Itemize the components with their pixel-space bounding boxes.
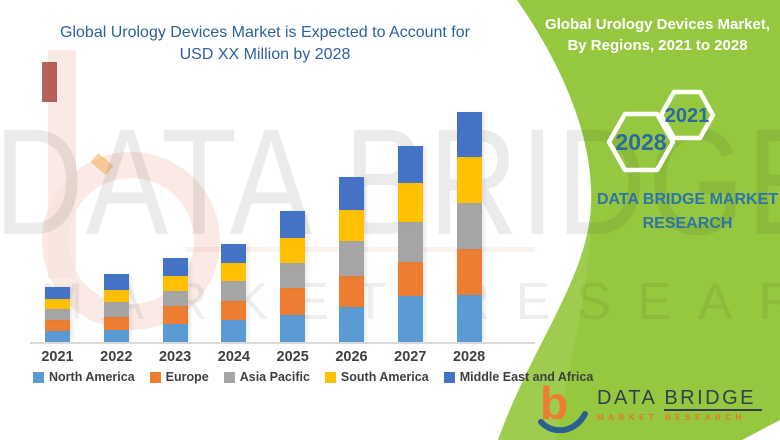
chart-title: Global Urology Devices Market is Expecte… <box>30 22 500 66</box>
x-tick-label-2022: 2022 <box>100 349 133 365</box>
footer-logo-subtitle: MARKET RESEARCH <box>597 413 746 422</box>
bar-segment-2028-north-america <box>456 294 482 342</box>
bar-segment-2028-south-america <box>456 157 482 203</box>
bar-segment-2022-north-america <box>103 330 129 342</box>
bar-segment-2027-north-america <box>397 295 423 342</box>
x-tick-label-2026: 2026 <box>335 349 368 365</box>
legend-item-asia-pacific: Asia Pacific <box>223 370 310 384</box>
brand-wordmark: DATA BRIDGE MARKET RESEARCH <box>575 188 780 236</box>
bar-segment-2027-middle-east-and-africa <box>397 146 423 183</box>
bar-segment-2021-south-america <box>45 298 70 309</box>
x-tick-label-2024: 2024 <box>217 349 251 365</box>
bar-segment-2025-middle-east-and-africa <box>280 210 306 238</box>
watermark-text-brand: DATA BRIDGE <box>0 98 780 267</box>
bar-segment-2024-middle-east-and-africa <box>221 243 247 263</box>
x-tick-label-2025: 2025 <box>276 349 309 365</box>
bar-segment-2022-asia-pacific <box>103 302 129 317</box>
panel-title-line1: Global Urology Devices Market, <box>544 16 771 33</box>
legend-label: Middle East and Africa <box>459 370 594 384</box>
x-tick-label-2021: 2021 <box>41 349 74 365</box>
bar-segment-2026-europe <box>339 275 364 307</box>
hexagon-2021: 2021 <box>658 89 716 141</box>
legend-swatch <box>443 371 455 383</box>
bar-segment-2021-asia-pacific <box>45 308 70 320</box>
legend-label: South America <box>340 370 429 384</box>
panel-title-line2: By Regions, 2021 to 2028 <box>567 37 748 54</box>
legend-item-south-america: South America <box>324 370 429 384</box>
bar-segment-2022-south-america <box>103 289 129 302</box>
bar-segment-2027-south-america <box>397 182 423 222</box>
bar-segment-2025-asia-pacific <box>280 262 306 288</box>
bar-segment-2023-south-america <box>162 276 188 291</box>
bar-segment-2028-middle-east-and-africa <box>456 111 482 157</box>
bar-segment-2026-south-america <box>339 210 364 241</box>
x-tick-label-2028: 2028 <box>452 349 486 365</box>
bar-segment-2022-europe <box>103 316 129 330</box>
legend-swatch <box>223 371 235 383</box>
legend-item-north-america: North America <box>33 370 135 384</box>
bar-segment-2024-europe <box>221 301 247 320</box>
x-tick-label-2027: 2027 <box>394 349 427 365</box>
bar-segment-2023-europe <box>162 306 188 324</box>
bar-segment-2028-asia-pacific <box>456 203 482 249</box>
brand-wordmark-line1: DATA BRIDGE MARKET <box>596 191 779 208</box>
bar-segment-2027-asia-pacific <box>397 222 423 262</box>
legend-swatch <box>149 371 161 383</box>
footer-logo: b DATA BRIDGE MARKET RESEARCH <box>538 381 763 433</box>
legend-item-europe: Europe <box>149 370 209 384</box>
footer-logo-words: DATA BRIDGE MARKET RESEARCH <box>597 381 763 422</box>
bar-segment-2021-europe <box>45 320 70 331</box>
hexagon-2021-label: 2021 <box>665 105 710 127</box>
chart-legend: North America Europe Asia Pacific South Ame… <box>33 370 593 384</box>
bar-segment-2023-asia-pacific <box>162 291 188 306</box>
bar-segment-2026-asia-pacific <box>339 241 364 276</box>
brand-wordmark-line2: RESEARCH <box>642 215 733 232</box>
legend-item-middle-east-and-africa: Middle East and Africa <box>443 370 594 384</box>
bar-segment-2024-south-america <box>221 262 247 281</box>
chart-title-line1: Global Urology Devices Market is Expecte… <box>60 24 470 41</box>
legend-swatch <box>33 371 44 383</box>
legend-swatch <box>324 371 336 383</box>
footer-logo-name-bridge: BRIDGE <box>664 387 763 411</box>
bar-segment-2025-europe <box>280 288 306 315</box>
data-bridge-b-swoosh-icon: b <box>538 381 588 433</box>
legend-label: Europe <box>165 370 209 384</box>
bar-segment-2026-north-america <box>339 307 364 342</box>
bar-segment-2021-north-america <box>45 331 70 342</box>
bar-segment-2024-asia-pacific <box>221 281 247 301</box>
bar-segment-2023-north-america <box>162 323 188 342</box>
bar-segment-2025-south-america <box>280 237 306 263</box>
hexagon-2028-label: 2028 <box>615 129 666 155</box>
bar-segment-2023-middle-east-and-africa <box>162 257 188 276</box>
watermark-red-mark <box>42 62 57 102</box>
bar-segment-2025-north-america <box>280 314 306 342</box>
bar-segment-2026-middle-east-and-africa <box>339 177 364 210</box>
hexagon-2028: 2028 <box>606 111 676 173</box>
panel-title: Global Urology Devices Market, By Region… <box>535 14 780 56</box>
bar-segment-2021-middle-east-and-africa <box>45 286 70 299</box>
bar-segment-2027-europe <box>397 262 423 296</box>
footer-logo-name-data: DATA <box>597 387 657 409</box>
x-tick-label-2023: 2023 <box>158 349 192 365</box>
svg-text:b: b <box>540 381 568 429</box>
legend-label: North America <box>49 370 135 384</box>
bar-segment-2028-europe <box>456 248 482 295</box>
legend-label: Asia Pacific <box>239 370 310 384</box>
x-axis-line <box>30 342 535 344</box>
bar-segment-2024-north-america <box>221 320 247 342</box>
bar-segment-2022-middle-east-and-africa <box>103 273 129 290</box>
footer-logo-name: DATA BRIDGE <box>597 387 763 411</box>
chart-title-line2: USD XX Million by 2028 <box>179 46 351 63</box>
